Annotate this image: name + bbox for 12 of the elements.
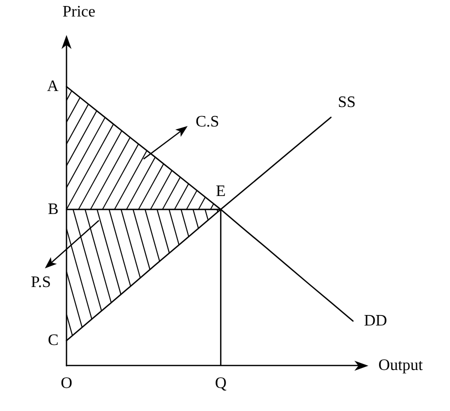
annotation: C.S (196, 114, 220, 131)
x-axis-title: Output (378, 357, 424, 374)
series-label: SS (338, 94, 356, 111)
annotation: E (216, 182, 226, 200)
annotation: B (48, 200, 58, 218)
annotation: C (48, 332, 58, 350)
x-tick-label: O (60, 375, 72, 392)
series-label: DD (364, 312, 388, 330)
text: P.S (30, 274, 51, 291)
y-axis-title: Price (62, 4, 96, 20)
x-tick-label: Q (214, 375, 227, 392)
annotation: A (46, 78, 59, 96)
